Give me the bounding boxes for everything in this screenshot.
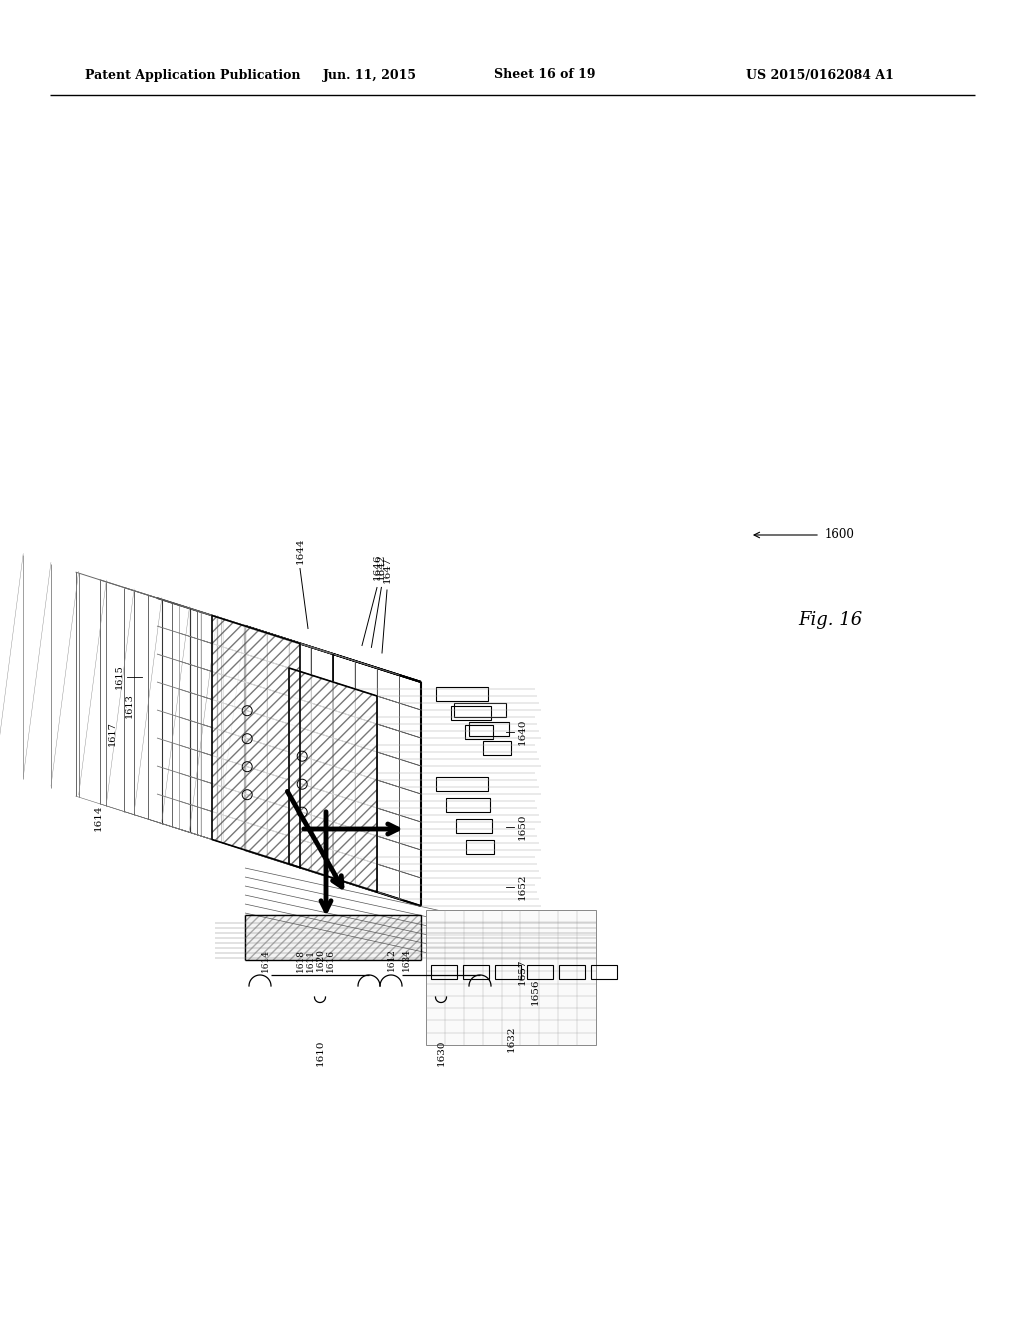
Text: 1646: 1646: [373, 553, 382, 579]
Bar: [465, 725, 494, 739]
Text: 1642: 1642: [377, 554, 386, 581]
Text: 1647: 1647: [383, 557, 391, 583]
Text: 1634: 1634: [401, 949, 411, 972]
Bar: [436, 962, 488, 975]
Text: 1630: 1630: [436, 1040, 445, 1067]
Polygon shape: [157, 626, 355, 689]
Text: 1657: 1657: [518, 958, 527, 985]
Bar: [472, 1019, 500, 1034]
Text: 1656: 1656: [531, 978, 540, 1006]
Bar: [469, 722, 509, 737]
Bar: [446, 799, 490, 812]
Text: 1644: 1644: [296, 537, 304, 564]
Polygon shape: [179, 661, 377, 723]
Text: 1612: 1612: [386, 949, 395, 972]
Text: Sheet 16 of 19: Sheet 16 of 19: [495, 69, 596, 82]
Text: 1618: 1618: [296, 949, 304, 972]
Bar: [466, 840, 494, 854]
Text: 1632: 1632: [507, 1026, 515, 1052]
Text: 1640: 1640: [518, 719, 527, 746]
Text: 1610: 1610: [315, 1040, 325, 1067]
Text: 1620: 1620: [315, 949, 325, 972]
Text: Patent Application Publication: Patent Application Publication: [85, 69, 300, 82]
Text: 1615: 1615: [115, 665, 124, 689]
Bar: [495, 965, 521, 979]
Polygon shape: [201, 668, 399, 731]
Bar: [449, 981, 492, 995]
Text: Jun. 11, 2015: Jun. 11, 2015: [323, 69, 417, 82]
Text: 1600: 1600: [825, 528, 855, 541]
Bar: [483, 741, 511, 755]
Polygon shape: [223, 675, 421, 738]
Text: 1652: 1652: [518, 874, 527, 900]
Bar: [559, 965, 585, 979]
Polygon shape: [201, 640, 399, 704]
Text: US 2015/0162084 A1: US 2015/0162084 A1: [746, 69, 894, 82]
Bar: [460, 1001, 496, 1014]
Bar: [456, 818, 492, 833]
Text: 1614: 1614: [94, 805, 103, 832]
Bar: [451, 706, 490, 719]
Polygon shape: [245, 915, 421, 960]
Bar: [527, 965, 553, 979]
Polygon shape: [179, 634, 377, 696]
Text: 1616: 1616: [326, 949, 335, 972]
Polygon shape: [157, 653, 355, 717]
Polygon shape: [289, 668, 377, 892]
Polygon shape: [212, 615, 300, 867]
Bar: [431, 965, 457, 979]
Bar: [463, 965, 489, 979]
Bar: [591, 965, 617, 979]
Text: 1650: 1650: [518, 813, 527, 841]
Text: 1614: 1614: [260, 949, 269, 972]
Text: 1617: 1617: [108, 721, 117, 746]
Bar: [436, 777, 488, 791]
Bar: [436, 686, 488, 701]
Text: 1613: 1613: [125, 693, 133, 718]
Bar: [426, 909, 596, 1045]
Polygon shape: [223, 647, 421, 710]
Text: Fig. 16: Fig. 16: [798, 611, 862, 630]
Bar: [454, 704, 506, 717]
Text: 1611: 1611: [305, 949, 314, 972]
